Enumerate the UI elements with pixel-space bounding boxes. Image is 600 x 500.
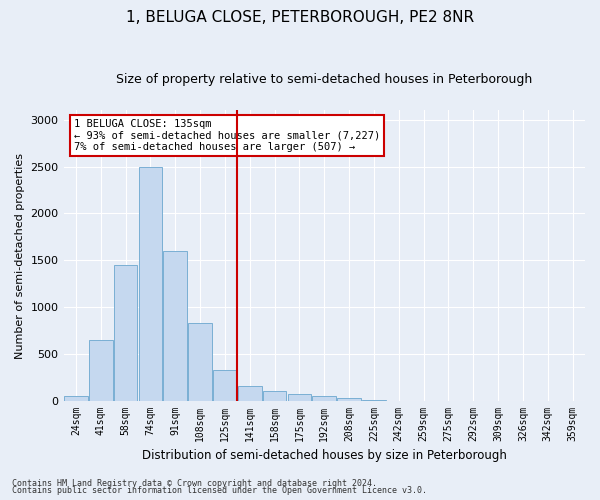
Text: 1, BELUGA CLOSE, PETERBOROUGH, PE2 8NR: 1, BELUGA CLOSE, PETERBOROUGH, PE2 8NR [126,10,474,25]
X-axis label: Distribution of semi-detached houses by size in Peterborough: Distribution of semi-detached houses by … [142,450,507,462]
Text: Contains HM Land Registry data © Crown copyright and database right 2024.: Contains HM Land Registry data © Crown c… [12,478,377,488]
Y-axis label: Number of semi-detached properties: Number of semi-detached properties [15,152,25,358]
Text: 1 BELUGA CLOSE: 135sqm
← 93% of semi-detached houses are smaller (7,227)
7% of s: 1 BELUGA CLOSE: 135sqm ← 93% of semi-det… [74,119,380,152]
Bar [263,390,286,401]
Bar [337,398,361,401]
Bar [213,370,237,401]
Text: Contains public sector information licensed under the Open Government Licence v3: Contains public sector information licen… [12,486,427,495]
Bar [139,166,162,401]
Title: Size of property relative to semi-detached houses in Peterborough: Size of property relative to semi-detach… [116,72,532,86]
Bar [287,394,311,401]
Bar [64,396,88,401]
Bar [89,340,113,401]
Bar [238,386,262,401]
Bar [188,323,212,401]
Bar [313,396,336,401]
Bar [163,251,187,401]
Bar [362,400,386,401]
Bar [114,265,137,401]
